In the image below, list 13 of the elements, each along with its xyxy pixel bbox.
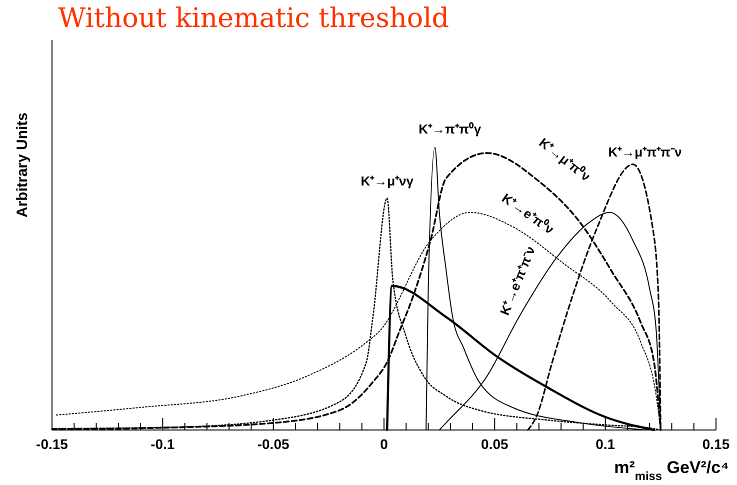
chart-title: Without kinematic threshold [58,3,450,34]
series-label: K⁺→π⁺π⁰γ [418,121,482,136]
series-label: K⁺→μ⁺π⁺π⁻ν [608,144,682,160]
x-tick-label: 0 [380,436,388,452]
series-label: K⁺→μ⁺νγ [360,173,414,188]
x-tick-label: -0.15 [36,436,68,452]
y-axis-title: Arbitrary Units [14,112,31,218]
x-tick-label: -0.05 [257,436,290,452]
x-axis-title: m²$_{miss}$ GeV²/c⁴ [614,458,729,483]
x-tick-label: 0.1 [596,436,616,452]
x-tick-label: 0.15 [702,436,730,452]
x-tick-label: -0.1 [150,436,175,452]
x-tick-label: 0.05 [481,436,509,452]
